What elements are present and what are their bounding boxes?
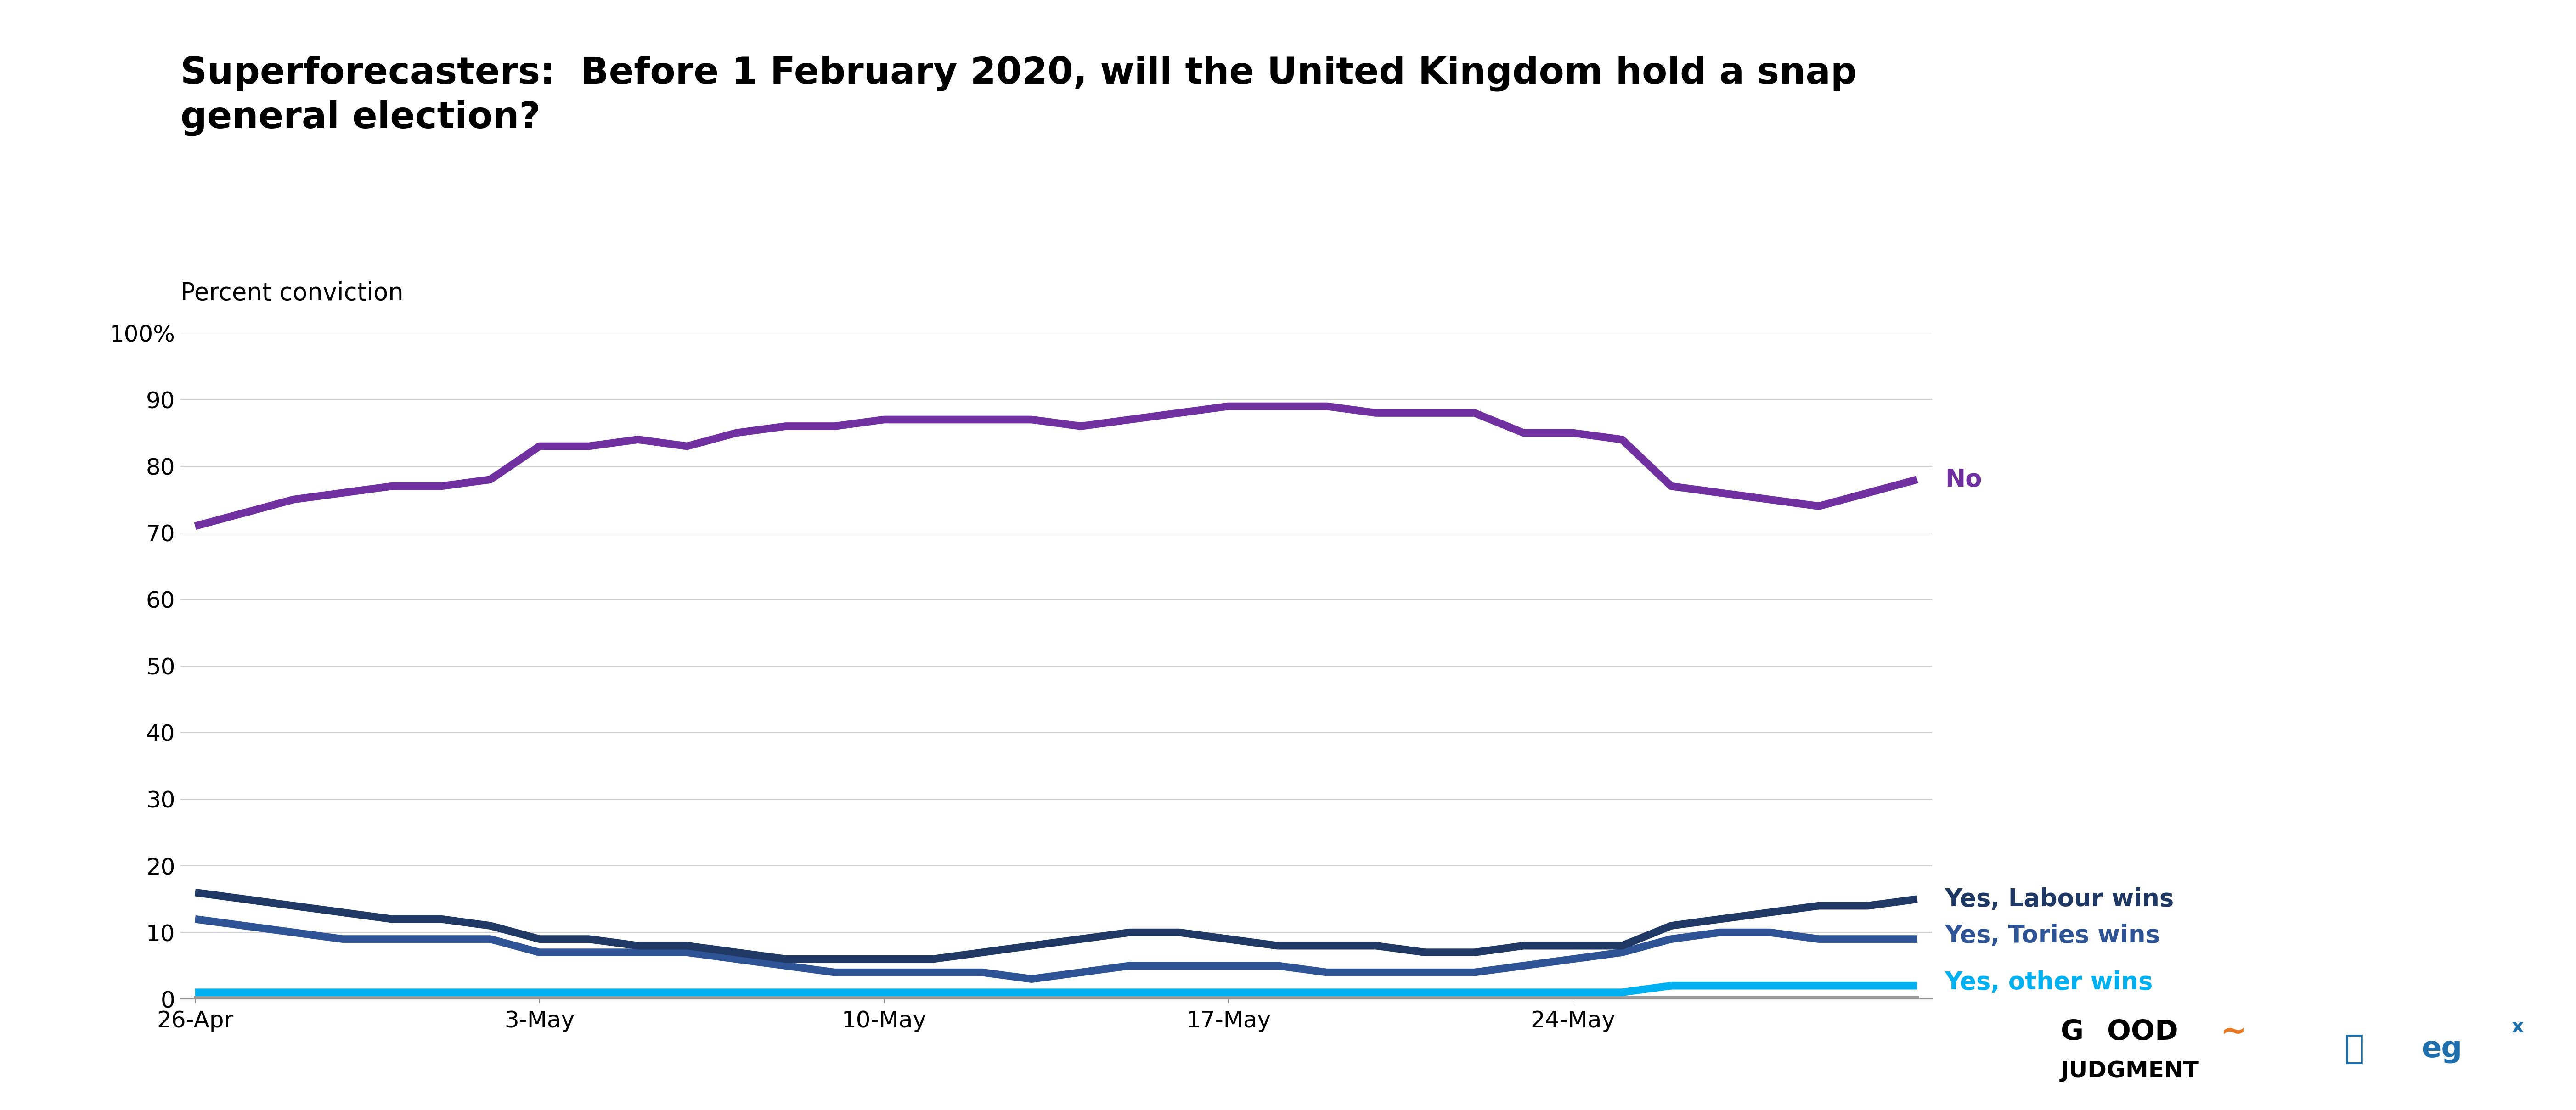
Text: No: No [1945, 467, 1981, 492]
Text: JUDGMENT: JUDGMENT [2061, 1060, 2200, 1082]
Text: Yes, other wins: Yes, other wins [1945, 970, 2154, 995]
Text: Percent conviction: Percent conviction [180, 281, 404, 305]
Text: OOD: OOD [2107, 1019, 2179, 1046]
Text: Yes, Tories wins: Yes, Tories wins [1945, 924, 2161, 948]
Text: G: G [2061, 1019, 2084, 1046]
Text: Superforecasters:  Before 1 February 2020, will the United Kingdom hold a snap
g: Superforecasters: Before 1 February 2020… [180, 56, 1857, 135]
Text: Yes, Labour wins: Yes, Labour wins [1945, 887, 2174, 911]
Text: x: x [2512, 1017, 2524, 1037]
Text: Ⓞ: Ⓞ [2344, 1033, 2365, 1064]
Text: ~: ~ [2221, 1017, 2246, 1048]
Text: eg: eg [2421, 1035, 2463, 1063]
